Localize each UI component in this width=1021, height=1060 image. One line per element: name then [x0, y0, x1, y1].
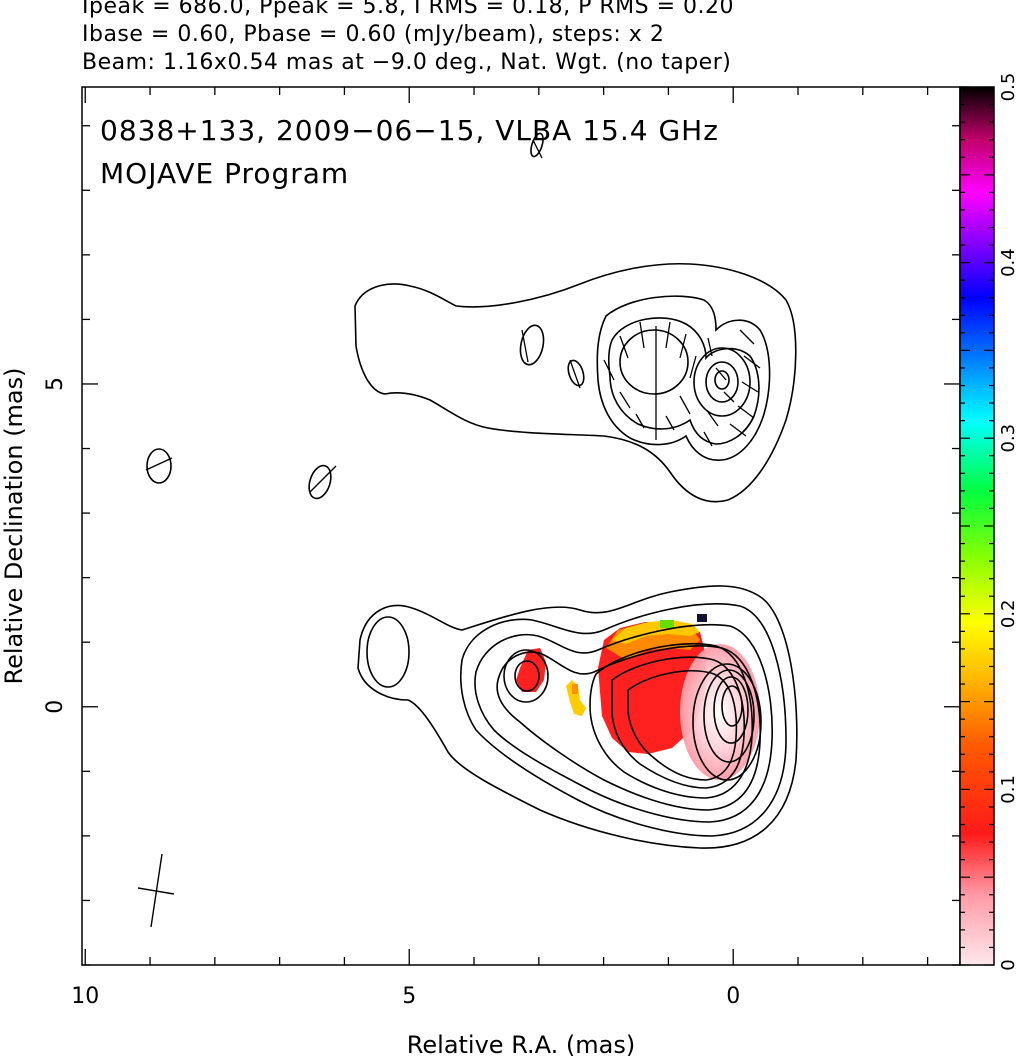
colorbar-label: 0.1	[998, 775, 1019, 804]
colorbar-label: 0.2	[998, 599, 1019, 628]
colorbar-label: 0	[998, 959, 1019, 970]
contour-north-b-2	[705, 361, 739, 403]
pol-small-orange	[572, 684, 578, 694]
contour-south-l6	[611, 656, 746, 789]
pol-green-pixel	[660, 620, 674, 628]
y-axis-title: Relative Declination (mas)	[0, 367, 28, 684]
contour-blob-1	[519, 324, 545, 366]
x-tick-labels: 10 5 0	[71, 984, 740, 1009]
contour-north-b-3	[714, 370, 730, 390]
colorbar-label: 0.3	[998, 424, 1019, 453]
beam-indicator	[137, 853, 175, 928]
contour-blob-5	[308, 464, 332, 500]
contour-core-3	[713, 676, 749, 744]
contour-core-2	[703, 669, 755, 763]
contour-south-l3	[474, 623, 773, 823]
y-tick-label: 0	[43, 700, 68, 714]
header-line-3: Beam: 1.16x0.54 mas at −9.0 deg., Nat. W…	[82, 50, 732, 75]
evpa-ticks	[145, 139, 761, 493]
contour-blob-2	[567, 359, 585, 387]
pol-core-pale	[680, 644, 760, 780]
contour-knot-2	[514, 660, 540, 692]
x-tick-label: 5	[402, 984, 416, 1009]
contour-north-a-inner	[619, 329, 689, 395]
plot-frame	[81, 86, 961, 966]
contour-south-l4	[496, 645, 761, 811]
pol-small-yellow	[566, 680, 586, 716]
x-axis-title: Relative R.A. (mas)	[407, 1031, 635, 1059]
colorbar-ticks	[960, 86, 994, 966]
contour-south-l7	[627, 670, 738, 781]
y-tick-labels: 50	[43, 377, 68, 714]
contour-south-west	[366, 616, 410, 688]
contour-south-outer	[357, 585, 798, 849]
contour-knot-1	[503, 649, 549, 703]
x-tick-label: 10	[71, 984, 99, 1009]
y-tick-label: 5	[43, 377, 68, 391]
contour-core-1	[692, 663, 762, 781]
chart-subtitle: MOJAVE Program	[100, 157, 349, 190]
header-line-2: Ibase = 0.60, Pbase = 0.60 (mJy/beam), s…	[82, 22, 665, 47]
contour-south-l2	[459, 603, 787, 837]
contour-blob-3	[530, 132, 544, 158]
polarization-map	[516, 614, 760, 780]
colorbar-label: 0.4	[998, 248, 1019, 277]
x-tick-label: 0	[726, 984, 740, 1009]
axis-ticks	[82, 87, 960, 966]
contour-north-b-1	[693, 347, 751, 417]
header-line-1: Ipeak = 686.0, Ppeak = 5.8, I RMS = 0.18…	[82, 0, 734, 19]
contour-core-4	[721, 685, 743, 727]
chart-title: 0838+133, 2009−06−15, VLBA 15.4 GHz	[100, 114, 719, 147]
pol-black-pixel	[697, 614, 707, 622]
contour-south-l5	[589, 642, 753, 799]
colorbar-label: 0.5	[998, 73, 1019, 102]
colorbar-labels: 0 0.1 0.2 0.3 0.4 0.5	[998, 73, 1019, 971]
contours	[146, 132, 798, 849]
contour-blob-4	[146, 448, 172, 484]
contour-north-l3	[607, 317, 760, 445]
contour-north-l2	[596, 295, 771, 461]
contour-north-outer	[354, 262, 797, 503]
